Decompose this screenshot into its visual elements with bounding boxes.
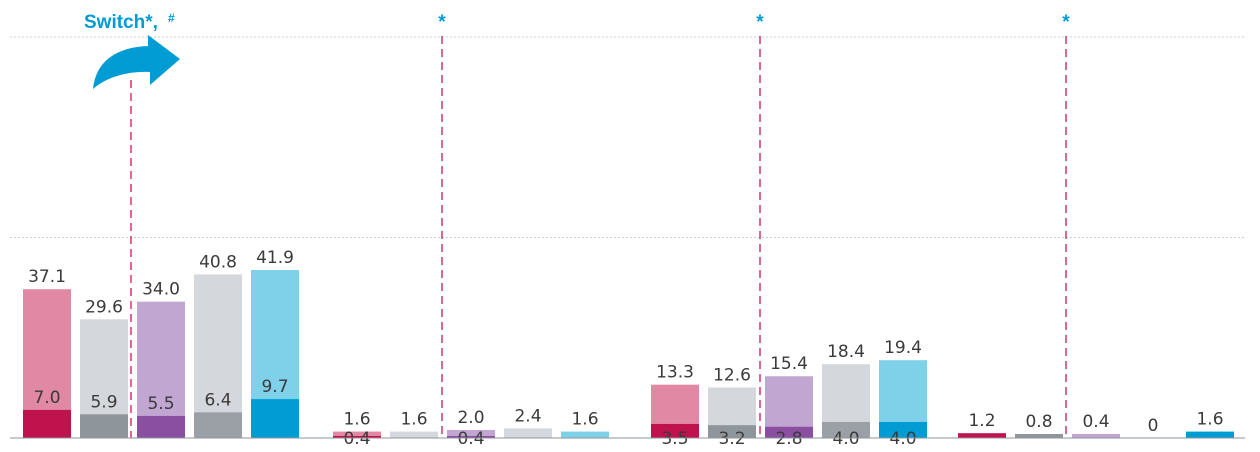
gridlines	[10, 36, 1245, 238]
bar-total-label: 12.6	[713, 365, 751, 385]
bar-total	[447, 429, 495, 438]
asterisk-label: *	[1062, 12, 1070, 33]
bar-total	[1015, 434, 1063, 438]
bar-inner	[23, 409, 71, 438]
bar-total	[194, 274, 242, 438]
bar-inner-label: 5.9	[90, 392, 117, 412]
bar-total	[561, 431, 609, 438]
bar-total-label: 0.4	[1082, 412, 1109, 432]
bar-inner-label: 5.5	[147, 394, 174, 414]
bar-total-label: 0.8	[1025, 412, 1052, 432]
bar-inner	[194, 412, 242, 438]
bar-total-label: 1.6	[571, 410, 598, 430]
bar-inner	[137, 415, 185, 438]
bar-inner	[651, 423, 699, 438]
bar-total-label: 2.4	[514, 406, 541, 426]
switch-superscript: #	[168, 11, 175, 25]
bar-inner	[822, 421, 870, 438]
bar-total-label: 1.6	[400, 410, 427, 430]
bar-total	[137, 301, 185, 438]
bar-total-label: 1.2	[968, 411, 995, 431]
bars	[23, 269, 1234, 438]
bar-total-label: 15.4	[770, 354, 808, 374]
bar-total-label: 13.3	[656, 363, 694, 383]
bar-total-label: 29.6	[85, 297, 123, 317]
bar-inner	[333, 436, 381, 438]
bar-inner	[765, 426, 813, 438]
bar-total-label: 40.8	[199, 252, 237, 272]
bar-inner-label: 4.0	[889, 429, 916, 449]
curved-arrow-right-icon	[93, 35, 180, 89]
switch-label: Switch*,	[84, 12, 158, 33]
bar-total-label: 0	[1148, 416, 1159, 436]
bar-total	[1186, 431, 1234, 438]
bar-total-label: 41.9	[256, 248, 294, 268]
group-dividers	[130, 36, 1067, 438]
asterisk-label: *	[756, 12, 764, 33]
bar-total	[1072, 434, 1120, 438]
bar-total	[390, 431, 438, 438]
bar-inner-label: 2.8	[775, 429, 802, 449]
bar-total-label: 2.0	[457, 408, 484, 428]
bar-total-label: 18.4	[827, 342, 865, 362]
bar-inner-label: 9.7	[261, 377, 288, 397]
bar-inner-label: 0.4	[457, 429, 484, 449]
bar-total-label: 37.1	[28, 267, 66, 287]
bar-total-label: 19.4	[884, 338, 922, 358]
bar-total-label: 1.6	[343, 410, 370, 430]
bar-inner-label: 6.4	[204, 390, 231, 410]
bar-inner-label: 7.0	[33, 388, 60, 408]
bar-inner	[251, 399, 299, 438]
bar-inner-label: 3.2	[718, 429, 745, 449]
bar-total	[504, 428, 552, 438]
bar-inner	[447, 436, 495, 438]
bar-total	[958, 433, 1006, 438]
asterisk-label: *	[438, 12, 446, 33]
switch-annotation: Switch*, #	[84, 11, 180, 89]
bar-inner	[708, 425, 756, 438]
bar-inner-label: 0.4	[343, 429, 370, 449]
bar-inner-label: 3.5	[661, 429, 688, 449]
bar-total-label: 1.6	[1196, 410, 1223, 430]
bar-inner	[879, 421, 927, 438]
bar-total	[333, 431, 381, 438]
bar-inner-label: 4.0	[832, 429, 859, 449]
value-labels: 37.17.029.65.934.05.540.86.441.99.71.60.…	[28, 248, 1223, 449]
bar-inner	[80, 414, 128, 438]
bar-total-label: 34.0	[142, 280, 180, 300]
